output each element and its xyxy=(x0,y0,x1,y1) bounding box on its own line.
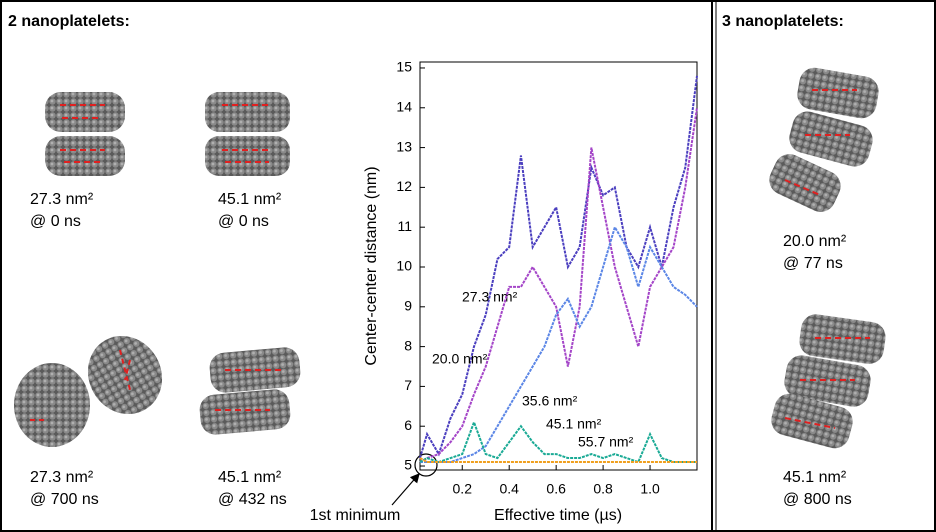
y-tick-label: 7 xyxy=(404,377,412,393)
x-tick-label: 0.4 xyxy=(499,481,519,497)
series-line xyxy=(419,75,698,459)
series-line xyxy=(419,107,698,463)
particle xyxy=(199,347,301,435)
caption: 27.3 nm² xyxy=(30,469,94,486)
y-tick-label: 12 xyxy=(396,178,412,194)
panel-title: 3 nanoplatelets: xyxy=(722,13,844,30)
series-line xyxy=(419,419,697,464)
y-tick-label: 13 xyxy=(396,138,412,154)
y-tick-label: 6 xyxy=(404,417,412,433)
series-label: 20.0 nm² xyxy=(432,351,488,367)
caption: 27.3 nm² xyxy=(30,191,94,208)
caption: 45.1 nm² xyxy=(783,469,847,486)
caption: @ 700 ns xyxy=(30,491,99,508)
y-tick-label: 8 xyxy=(404,337,412,353)
caption: @ 800 ns xyxy=(783,491,852,508)
caption: 20.0 nm² xyxy=(783,233,847,250)
y-tick-label: 5 xyxy=(404,457,412,473)
series-line xyxy=(420,224,698,464)
caption: @ 432 ns xyxy=(218,491,287,508)
series-label: 45.1 nm² xyxy=(546,416,602,432)
y-tick-label: 9 xyxy=(404,298,412,314)
series-label: 27.3 nm² xyxy=(462,289,518,305)
x-tick-label: 0.6 xyxy=(546,481,566,497)
x-axis-label: Effective time (µs) xyxy=(494,507,622,524)
particle xyxy=(205,92,290,176)
x-tick-label: 1.0 xyxy=(640,481,660,497)
y-axis-label: Center-center distance (nm) xyxy=(363,166,380,365)
caption: 45.1 nm² xyxy=(218,191,282,208)
y-tick-label: 11 xyxy=(397,218,412,234)
annotation-arrow xyxy=(391,473,420,506)
caption: 45.1 nm² xyxy=(218,469,282,486)
particle xyxy=(14,335,163,447)
particle xyxy=(769,67,879,212)
series-label: 35.6 nm² xyxy=(522,393,578,409)
series-line xyxy=(419,457,697,464)
y-tick-label: 15 xyxy=(396,59,412,75)
caption: @ 0 ns xyxy=(218,213,269,230)
x-tick-label: 0.2 xyxy=(453,481,473,497)
particle xyxy=(771,314,886,449)
series-label: 55.7 nm² xyxy=(578,434,634,450)
annotation: 1st minimum xyxy=(310,507,401,524)
y-tick-label: 10 xyxy=(396,258,412,274)
y-tick-label: 14 xyxy=(396,98,412,114)
caption: @ 0 ns xyxy=(30,213,81,230)
plot-frame xyxy=(419,61,698,471)
particle xyxy=(45,92,125,176)
panel-title: 2 nanoplatelets: xyxy=(8,13,130,30)
caption: @ 77 ns xyxy=(783,255,843,272)
x-tick-label: 0.8 xyxy=(593,481,613,497)
annotation-circle xyxy=(414,453,438,477)
